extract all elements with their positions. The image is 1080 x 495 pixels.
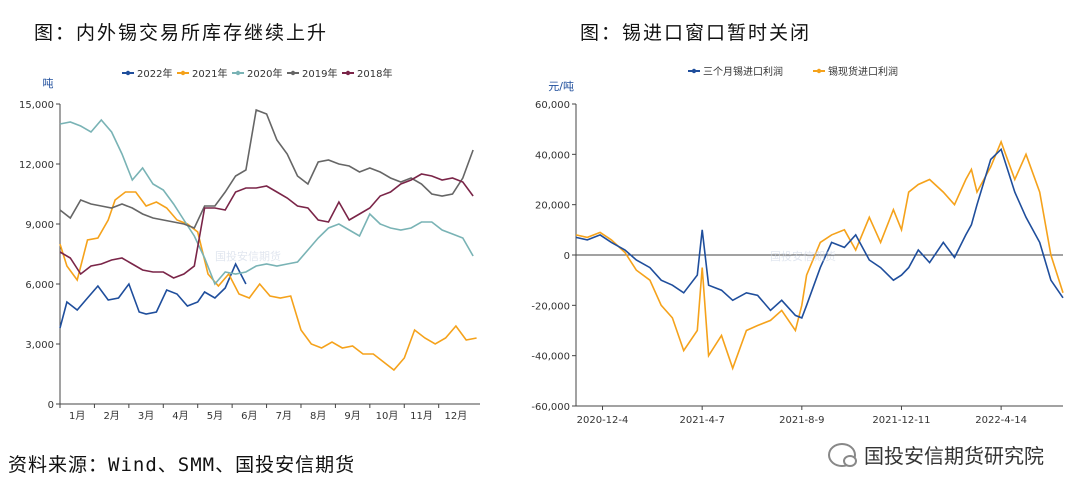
x-tick-label: 2021-4-7 [679,415,724,426]
series-line-2020年 [59,118,474,286]
y-axis-label: 元/吨 [548,80,574,93]
legend-label: 2018年 [357,67,392,80]
y-tick-label: -60,000 [531,402,570,413]
watermark-left: 国投安信期货 [215,250,281,263]
x-tick-label: 2021-12-11 [872,415,930,426]
legend-marker [345,70,351,76]
series-line-2019年 [59,108,474,230]
x-tick-label: 5月 [207,410,223,422]
x-tick-label: 11月 [410,410,433,422]
legend-label: 2019年 [302,67,337,80]
x-tick-label: 2022-4-14 [975,415,1027,426]
left-chart-title: 图：内外锡交易所库存继续上升 [34,22,329,44]
y-tick-label: 0 [48,400,54,411]
x-tick-label: 1月 [69,410,85,422]
y-axis-label: 吨 [43,77,54,90]
brand-footer: 国投安信期货研究院 [828,440,1044,469]
y-tick-label: 0 [564,251,570,262]
x-tick-label: 12月 [445,410,468,422]
y-tick-label: 60,000 [535,100,570,111]
x-tick-label: 9月 [344,410,360,422]
right-chart-title: 图：锡进口窗口暂时关闭 [580,22,812,44]
y-tick-label: -40,000 [531,352,570,363]
legend-label: 2020年 [247,67,282,80]
x-tick-label: 8月 [310,410,326,422]
legend-label: 2021年 [192,67,227,80]
inventory-line-chart: 吨 0 3,000 6,000 9,000 12,000 15,000 1月 2月 3月 4月 5月 6… [19,67,480,422]
y-tick-label: 20,000 [535,201,570,212]
x-tick-label: 2021-8-9 [779,415,824,426]
y-tick-label: -20,000 [531,301,570,312]
x-tick-label: 2月 [103,410,119,422]
brand-text: 国投安信期货研究院 [864,444,1044,468]
legend-label: 三个月锡进口利润 [703,65,783,78]
series-line-锡现货进口利润 [575,139,1064,371]
import-profit-line-chart: 元/吨 -60,000 -40,000 -20,000 0 20,000 40,000 60,… [531,65,1064,426]
series-line-2021年 [59,191,477,372]
legend-label: 锡现货进口利润 [828,65,898,78]
x-tick-label: 10月 [376,410,399,422]
x-tick-label: 3月 [138,410,154,422]
y-tick-label: 40,000 [535,150,570,161]
y-tick-label: 12,000 [19,160,54,171]
legend-marker [816,68,822,74]
legend-marker [180,70,186,76]
y-tick-label: 9,000 [25,220,54,231]
y-tick-label: 15,000 [19,100,54,111]
legend-marker [125,70,131,76]
series-line-三个月锡进口利润 [575,147,1064,319]
legend-marker [290,70,296,76]
x-tick-label: 7月 [276,410,292,422]
series-line-2018年 [59,173,474,279]
legend-marker [691,68,697,74]
wechat-icon [828,442,857,467]
x-tick-label: 2020-12-4 [577,415,629,426]
watermark-right: 国投安信期货 [770,250,836,263]
legend-label: 2022年 [137,67,172,80]
legend-marker [235,70,241,76]
y-tick-label: 3,000 [25,340,54,351]
y-tick-label: 6,000 [25,280,54,291]
x-tick-label: 6月 [241,410,257,422]
series-line-2022年 [59,262,247,329]
x-tick-label: 4月 [172,410,188,422]
source-note: 资料来源：Wind、SMM、国投安信期货 [8,454,356,476]
